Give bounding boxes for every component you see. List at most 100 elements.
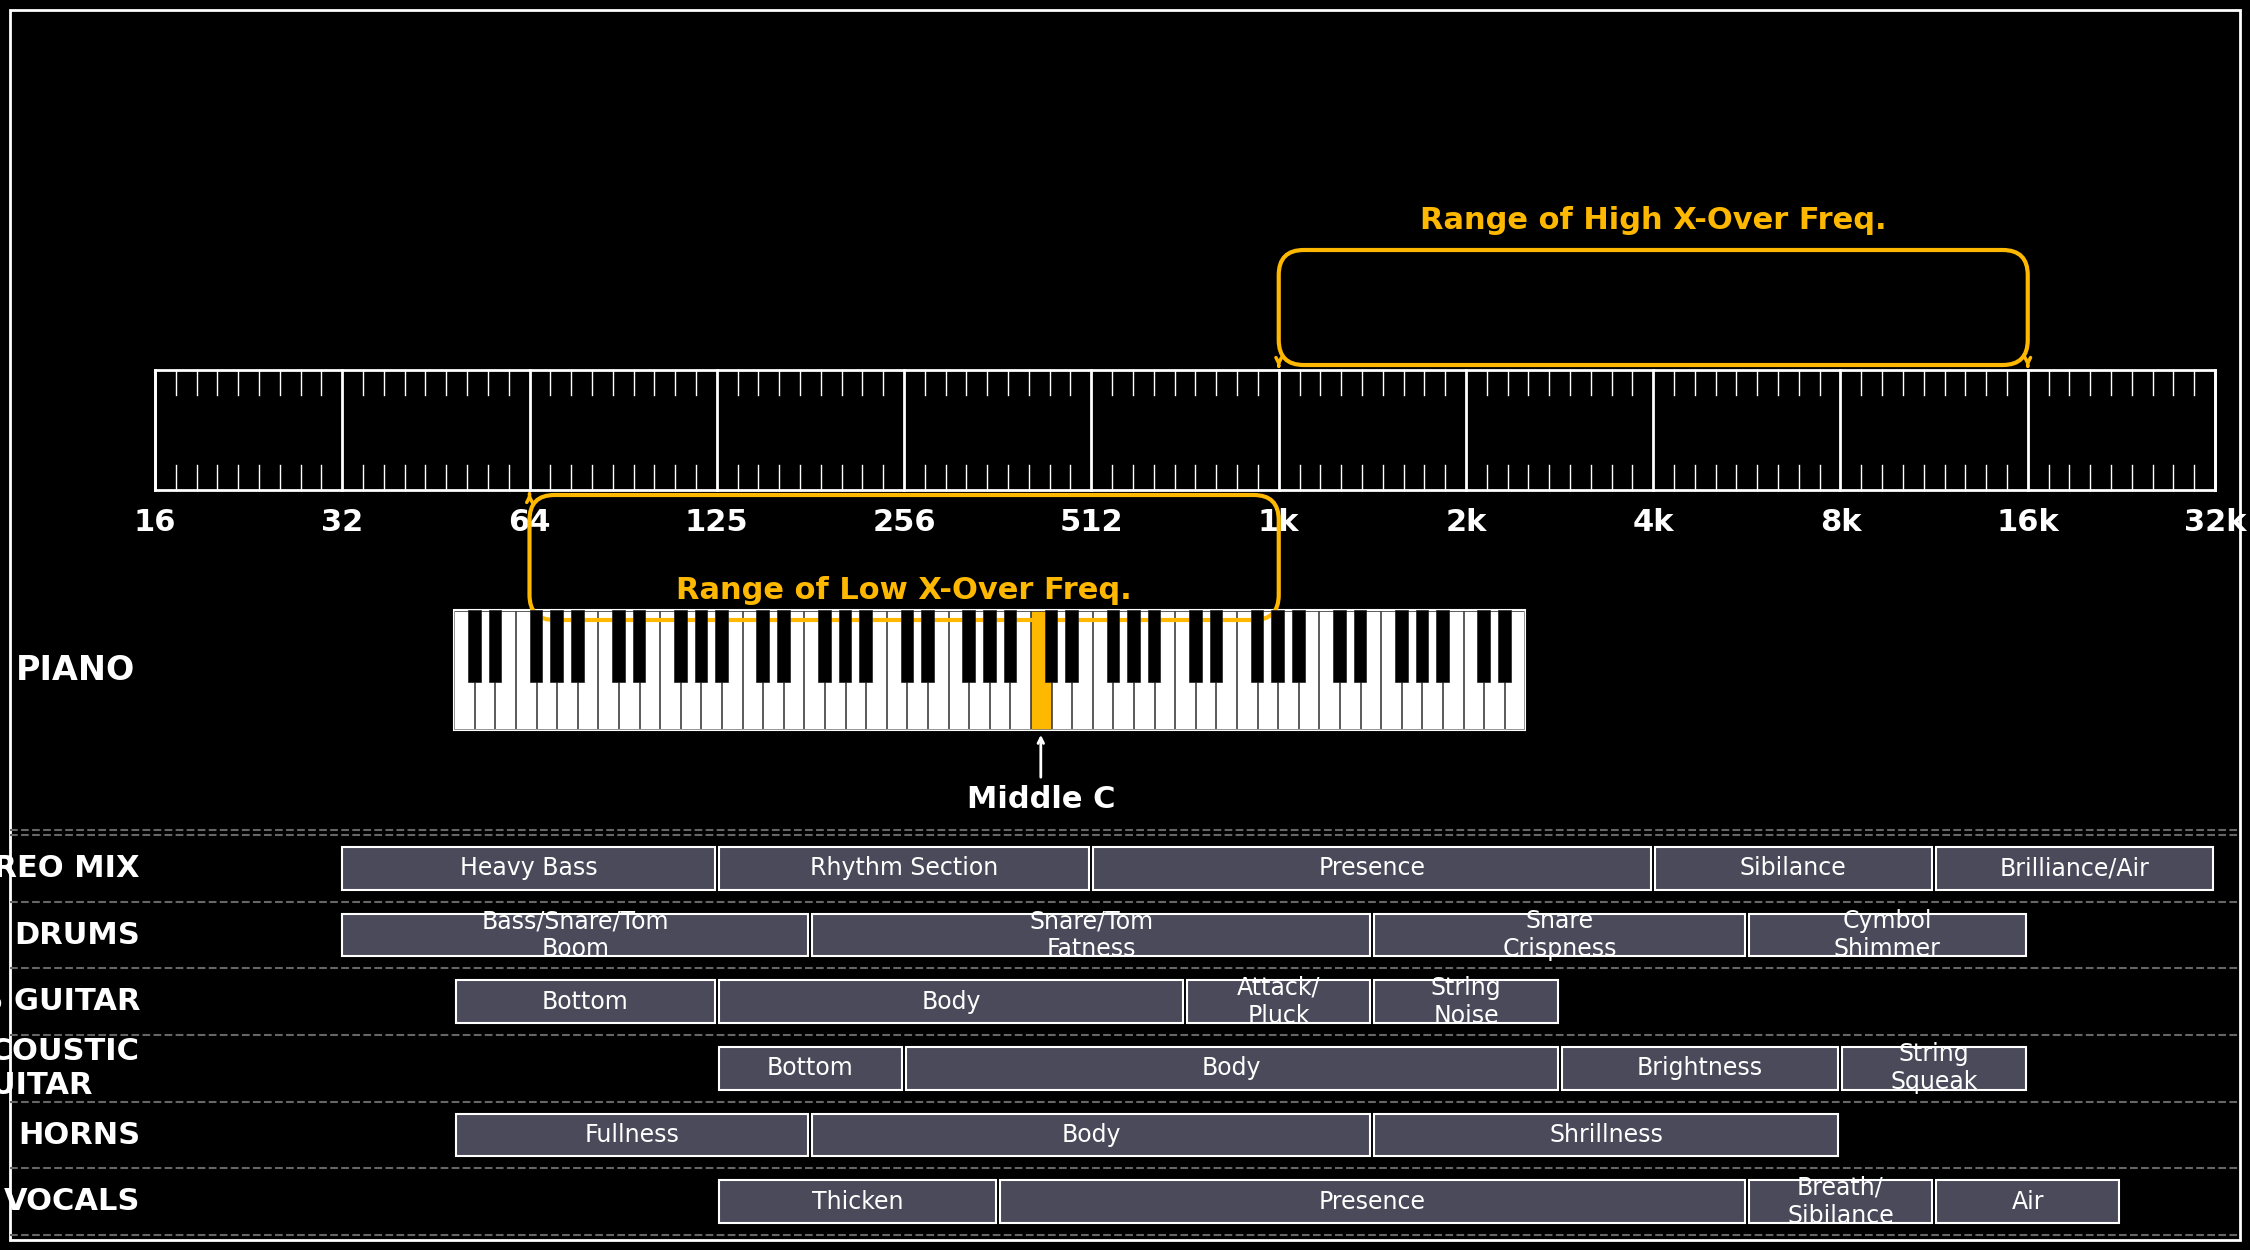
Bar (1188, 610, 1202, 683)
Bar (1354, 610, 1366, 683)
Bar (716, 610, 729, 683)
Bar (763, 611, 783, 729)
Bar (457, 1114, 808, 1156)
Bar (983, 610, 997, 683)
Bar (1292, 610, 1305, 683)
Text: Bass/Snare/Tom
Boom: Bass/Snare/Tom Boom (482, 909, 668, 961)
Bar (1271, 610, 1285, 683)
Bar (551, 610, 562, 683)
Text: STEREO MIX: STEREO MIX (0, 854, 140, 882)
Bar (1107, 610, 1118, 683)
Bar (1094, 848, 1652, 890)
Text: 16: 16 (133, 508, 176, 538)
Text: Bottom: Bottom (542, 990, 628, 1014)
Text: Brightness: Brightness (1638, 1056, 1764, 1080)
Bar (342, 848, 716, 890)
Bar (963, 610, 974, 683)
Bar (1341, 611, 1359, 729)
Bar (806, 611, 824, 729)
Bar (756, 610, 770, 683)
Bar (1361, 611, 1379, 729)
Bar (900, 610, 914, 683)
Bar (826, 611, 844, 729)
Bar (619, 611, 639, 729)
Bar (907, 1048, 1557, 1090)
Bar (1442, 611, 1462, 729)
Text: 125: 125 (684, 508, 749, 538)
Bar (695, 610, 706, 683)
Bar (632, 610, 646, 683)
Bar (1278, 611, 1298, 729)
Bar (1375, 1114, 1838, 1156)
Text: PIANO: PIANO (16, 654, 135, 686)
Bar (1843, 1048, 2025, 1090)
Text: Thicken: Thicken (812, 1190, 902, 1214)
Bar (1748, 1180, 1933, 1222)
Bar (1935, 1180, 2120, 1222)
Text: 32k: 32k (2185, 508, 2246, 538)
Bar (475, 611, 495, 729)
Bar (1375, 914, 1744, 956)
Text: String
Noise: String Noise (1431, 976, 1501, 1028)
Text: DRUMS: DRUMS (14, 920, 140, 950)
Text: Body: Body (1202, 1056, 1262, 1080)
Text: Rhythm Section: Rhythm Section (810, 856, 999, 880)
Text: 2k: 2k (1444, 508, 1487, 538)
Bar (1748, 914, 2025, 956)
Bar (1154, 611, 1174, 729)
Bar (675, 610, 686, 683)
Bar (598, 611, 619, 729)
Bar (1251, 610, 1264, 683)
Bar (495, 611, 515, 729)
Bar (1402, 611, 1422, 729)
Bar (455, 611, 475, 729)
Text: Range of Low X-Over Freq.: Range of Low X-Over Freq. (677, 576, 1132, 605)
Bar (612, 610, 626, 683)
Text: Range of High X-Over Freq.: Range of High X-Over Freq. (1420, 206, 1886, 235)
Bar (812, 914, 1370, 956)
Bar (839, 610, 850, 683)
Bar (1485, 611, 1503, 729)
Text: BASS GUITAR: BASS GUITAR (0, 988, 140, 1016)
Bar (1478, 610, 1490, 683)
Text: 64: 64 (508, 508, 551, 538)
Text: Bottom: Bottom (767, 1056, 853, 1080)
Bar (1395, 610, 1408, 683)
Text: ACOUSTIC
GUITAR: ACOUSTIC GUITAR (0, 1038, 140, 1100)
Bar (1174, 611, 1195, 729)
Bar (1422, 611, 1442, 729)
Bar (1375, 980, 1557, 1022)
Bar (1298, 611, 1318, 729)
Bar (927, 611, 947, 729)
Bar (1415, 610, 1429, 683)
Bar (1064, 610, 1078, 683)
Bar (1210, 610, 1222, 683)
Bar (1114, 611, 1134, 729)
Bar (1332, 610, 1346, 683)
Text: Heavy Bass: Heavy Bass (459, 856, 598, 880)
Bar (1318, 611, 1339, 729)
Bar (1258, 611, 1278, 729)
Bar (886, 611, 907, 729)
Text: 16k: 16k (1996, 508, 2059, 538)
Text: Presence: Presence (1318, 1190, 1426, 1214)
Bar (1562, 1048, 1838, 1090)
Text: 512: 512 (1060, 508, 1123, 538)
Text: 32: 32 (322, 508, 365, 538)
Bar (659, 611, 680, 729)
Bar (1044, 610, 1058, 683)
Bar (536, 611, 556, 729)
Bar (468, 610, 482, 683)
Bar (702, 611, 720, 729)
Bar (990, 611, 1010, 729)
Bar (970, 611, 988, 729)
Text: Attack/
Pluck: Attack/ Pluck (1238, 976, 1321, 1028)
Bar (1217, 611, 1235, 729)
Text: Breath/
Sibilance: Breath/ Sibilance (1786, 1176, 1894, 1228)
Bar (639, 611, 659, 729)
Bar (907, 611, 927, 729)
Text: 4k: 4k (1634, 508, 1674, 538)
Text: Snare/Tom
Fatness: Snare/Tom Fatness (1028, 909, 1154, 961)
Bar (718, 980, 1184, 1022)
Bar (1382, 611, 1402, 729)
